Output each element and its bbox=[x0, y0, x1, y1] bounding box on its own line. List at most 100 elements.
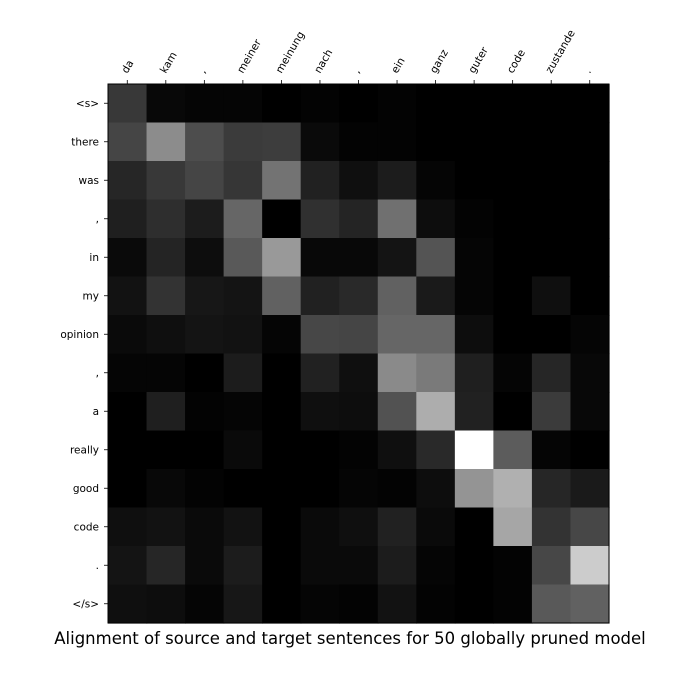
heatmap-cell bbox=[454, 507, 494, 547]
heatmap-cell bbox=[570, 353, 610, 393]
heatmap-cell bbox=[570, 584, 610, 624]
heatmap-cell bbox=[146, 469, 186, 509]
heatmap-cell bbox=[300, 546, 340, 586]
heatmap-cell bbox=[454, 392, 494, 432]
heatmap-cell bbox=[262, 315, 302, 355]
heatmap-cell bbox=[223, 546, 263, 586]
heatmap-cell bbox=[108, 122, 148, 162]
heatmap-cell bbox=[416, 238, 456, 278]
heatmap-cell bbox=[570, 430, 610, 470]
heatmap-cell bbox=[300, 84, 340, 124]
heatmap-cell bbox=[185, 122, 225, 162]
heatmap-cell bbox=[339, 84, 379, 124]
y-tick-label: . bbox=[96, 560, 99, 572]
heatmap-cell bbox=[185, 430, 225, 470]
heatmap-cell bbox=[108, 161, 148, 201]
heatmap-cell bbox=[531, 430, 572, 470]
heatmap-cell bbox=[262, 430, 302, 470]
heatmap-cell bbox=[185, 276, 225, 316]
heatmap-cell bbox=[223, 84, 263, 124]
heatmap-cell bbox=[146, 276, 186, 316]
heatmap-cell bbox=[377, 546, 417, 586]
heatmap-cell bbox=[185, 161, 225, 201]
heatmap-cell bbox=[185, 469, 225, 509]
heatmap-cell bbox=[377, 507, 417, 547]
x-tick-label: da bbox=[119, 58, 136, 75]
y-tick-label: was bbox=[79, 175, 100, 187]
heatmap-cell bbox=[300, 430, 340, 470]
x-tick-label: zustande bbox=[543, 28, 577, 76]
heatmap-cell bbox=[416, 430, 456, 470]
heatmap-cell bbox=[300, 469, 340, 509]
heatmap-cell bbox=[262, 238, 302, 278]
x-tick-label: , bbox=[351, 67, 363, 76]
heatmap-cell bbox=[339, 584, 379, 624]
heatmap-cell bbox=[223, 238, 263, 278]
heatmap-cell bbox=[493, 315, 533, 355]
heatmap-cell bbox=[146, 507, 186, 547]
heatmap-cells bbox=[108, 84, 610, 624]
heatmap-cell bbox=[454, 546, 494, 586]
heatmap-cell bbox=[262, 122, 302, 162]
heatmap-cell bbox=[454, 122, 494, 162]
x-tick-label: , bbox=[197, 67, 209, 76]
heatmap-cell bbox=[454, 353, 494, 393]
heatmap-cell bbox=[377, 199, 417, 239]
heatmap-cell bbox=[108, 238, 148, 278]
heatmap-cell bbox=[493, 122, 533, 162]
heatmap-cell bbox=[416, 584, 456, 624]
heatmap-cell bbox=[146, 84, 186, 124]
heatmap-cell bbox=[454, 430, 494, 470]
heatmap-cell bbox=[339, 199, 379, 239]
heatmap-cell bbox=[146, 122, 186, 162]
heatmap-cell bbox=[339, 276, 379, 316]
heatmap-cell bbox=[108, 469, 148, 509]
x-tick-label: meinung bbox=[274, 29, 308, 75]
heatmap-cell bbox=[262, 584, 302, 624]
heatmap-cell bbox=[262, 199, 302, 239]
x-tick-label: ganz bbox=[428, 47, 451, 75]
heatmap-cell bbox=[416, 161, 456, 201]
x-tick-label: guter bbox=[466, 44, 491, 75]
heatmap-cell bbox=[493, 507, 533, 547]
heatmap-cell bbox=[262, 507, 302, 547]
heatmap-cell bbox=[531, 353, 572, 393]
y-tick-label: good bbox=[73, 483, 99, 495]
heatmap-cell bbox=[146, 584, 186, 624]
heatmap-cell bbox=[570, 469, 610, 509]
y-tick-label: , bbox=[96, 368, 99, 380]
heatmap-cell bbox=[300, 199, 340, 239]
heatmap-cell bbox=[185, 353, 225, 393]
heatmap-cell bbox=[531, 276, 572, 316]
heatmap-cell bbox=[416, 469, 456, 509]
heatmap-cell bbox=[531, 238, 572, 278]
y-tick-label: opinion bbox=[60, 329, 99, 341]
heatmap-cell bbox=[339, 546, 379, 586]
heatmap-cell bbox=[454, 584, 494, 624]
heatmap-cell bbox=[262, 84, 302, 124]
heatmap-cell bbox=[570, 199, 610, 239]
x-axis: da kam, meiner meinung nach, ein ganz guter code… bbox=[119, 28, 594, 84]
heatmap-cell bbox=[339, 161, 379, 201]
heatmap-cell bbox=[493, 392, 533, 432]
heatmap-cell bbox=[185, 507, 225, 547]
heatmap-cell bbox=[416, 546, 456, 586]
heatmap-cell bbox=[223, 161, 263, 201]
heatmap-cell bbox=[300, 315, 340, 355]
heatmap-cell bbox=[223, 315, 263, 355]
heatmap-cell bbox=[454, 199, 494, 239]
heatmap-cell bbox=[570, 507, 610, 547]
heatmap-cell bbox=[570, 238, 610, 278]
heatmap-cell bbox=[223, 353, 263, 393]
heatmap-cell bbox=[185, 546, 225, 586]
heatmap-cell bbox=[570, 276, 610, 316]
heatmap-cell bbox=[339, 392, 379, 432]
heatmap-cell bbox=[493, 276, 533, 316]
heatmap-cell bbox=[223, 469, 263, 509]
heatmap-cell bbox=[531, 546, 572, 586]
heatmap-cell bbox=[300, 584, 340, 624]
heatmap-cell bbox=[531, 507, 572, 547]
heatmap-cell bbox=[454, 315, 494, 355]
heatmap-cell bbox=[108, 430, 148, 470]
